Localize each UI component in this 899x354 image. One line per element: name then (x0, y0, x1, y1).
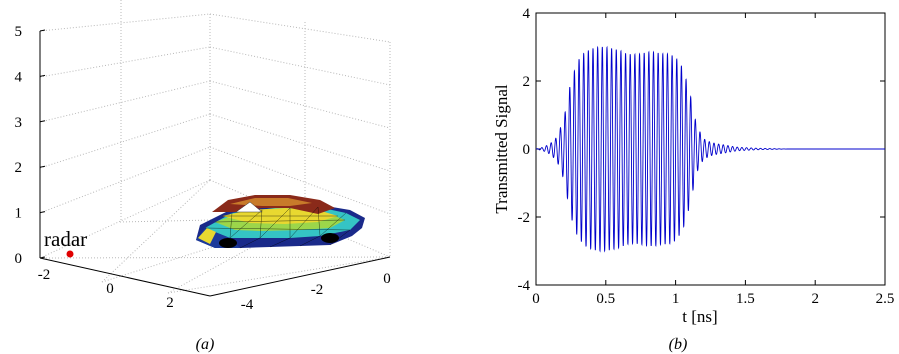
panel-a-axes (39, 31, 391, 297)
panel-a-3d-plot: 0 1 2 3 4 5 -2 0 2 -4 -2 0 (15, 0, 391, 353)
panel-a-right-tick-label: 0 (383, 271, 391, 287)
panel-b-ylabel: Transmitted Signal (492, 84, 511, 214)
panel-b-x-tick-label: 1 (672, 291, 680, 307)
radar-point (66, 250, 74, 258)
panel-a-caption: (a) (196, 336, 215, 353)
panel-b-caption: (b) (669, 336, 688, 353)
transmitted-signal-line (536, 45, 885, 253)
panel-b-x-tick-label: 1.5 (736, 291, 755, 307)
panel-a-z-tick-label: 1 (15, 206, 23, 222)
radar-label: radar (44, 227, 87, 251)
panel-a-z-tick-label: 5 (15, 24, 23, 40)
panel-a-z-tick-label: 4 (15, 69, 23, 85)
panel-a-right-tick-label: -2 (311, 282, 324, 298)
car-wheel-rear (321, 233, 339, 243)
panel-b-y-tick-label: 4 (523, 6, 531, 22)
panel-a-left-tick-label: 2 (166, 295, 174, 311)
panel-b-y-tick-label: 0 (523, 142, 531, 158)
panel-b-x-tick-label: 2.5 (876, 291, 895, 307)
panel-a-left-tick-label: -2 (38, 267, 51, 283)
panel-a-z-tick-mark (39, 74, 46, 77)
panel-b-y-tick-label: -2 (518, 210, 531, 226)
panel-a-z-tick-mark (39, 165, 46, 168)
car-windshield (235, 201, 263, 213)
panel-a-z-tick-mark (39, 256, 46, 259)
panel-b-x-tick-label: 0.5 (596, 291, 615, 307)
panel-b-x-tick-label: 2 (811, 291, 819, 307)
panel-b-line-chart: -4 -2 0 2 4 0 0.5 1 1.5 2 2.5 t [ns] Transmitted … (492, 6, 894, 353)
panel-a-left-ticks: -2 0 2 (38, 267, 174, 311)
panel-a-z-tick-mark (39, 211, 46, 214)
panel-a-z-tick-label: 2 (15, 160, 23, 176)
panel-a-right-ticks: -4 -2 0 (241, 271, 391, 313)
car-wheel-front (219, 238, 237, 248)
panel-a-left-tick-label: 0 (106, 281, 114, 297)
panel-b-y-tick-label: -4 (518, 278, 531, 294)
panel-a-z-tick-label: 3 (15, 115, 23, 131)
panel-b-x-tick-label: 0 (532, 291, 540, 307)
panel-a-z-tick-mark (39, 120, 46, 123)
panel-a-z-ticks: 0 1 2 3 4 5 (15, 24, 46, 267)
panel-b-y-ticks: -4 -2 0 2 4 (518, 6, 885, 294)
panel-b-x-ticks: 0 0.5 1 1.5 2 2.5 (532, 13, 894, 307)
panel-a-right-tick-label: -4 (241, 297, 254, 313)
panel-a-grid (39, 0, 391, 294)
panel-a-z-tick-mark (39, 29, 46, 32)
panel-a-z-tick-label: 0 (15, 251, 23, 267)
panel-b-y-tick-label: 2 (523, 74, 531, 90)
car-mesh (196, 195, 365, 249)
panel-b-xlabel: t [ns] (682, 307, 717, 326)
car-front-grill (198, 228, 216, 244)
